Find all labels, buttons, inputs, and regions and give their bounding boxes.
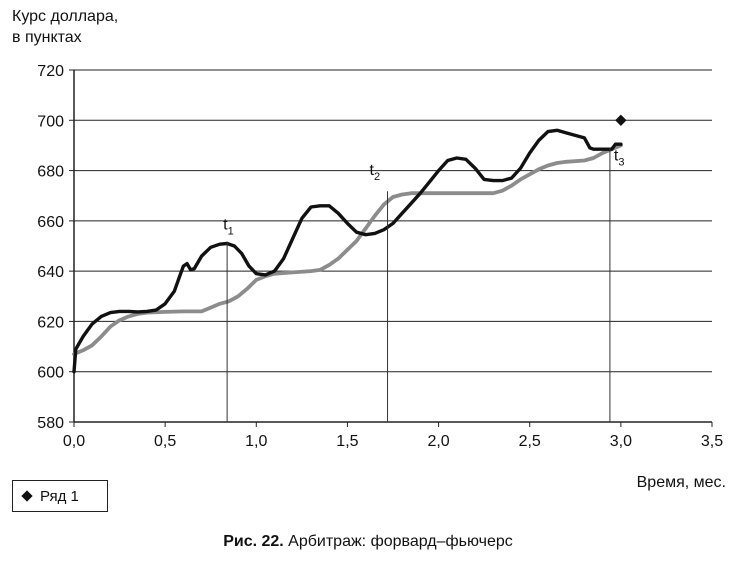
x-tick-label: 3,5 bbox=[701, 433, 723, 450]
series-layer bbox=[72, 128, 623, 374]
x-tick-label: 2,5 bbox=[519, 433, 541, 450]
x-tick-label: 3,0 bbox=[610, 433, 632, 450]
marker-label-t2: t2 bbox=[370, 162, 381, 183]
y-tick-label: 700 bbox=[37, 113, 64, 130]
caption-text: Арбитраж: форвард–фьючерс bbox=[283, 533, 513, 550]
grid-layer bbox=[74, 69, 712, 423]
marker-label-t3: t3 bbox=[614, 147, 625, 168]
marker-label-t1: t1 bbox=[223, 216, 234, 237]
y-tick-label: 660 bbox=[37, 214, 64, 231]
y-tick-label: 720 bbox=[37, 63, 64, 80]
y-tick-label: 600 bbox=[37, 365, 64, 382]
y-tick-label: 640 bbox=[37, 264, 64, 281]
y-axis-title: Курс доллара, в пунктах bbox=[12, 6, 118, 48]
series-line-gray bbox=[72, 143, 623, 356]
series-line-dark bbox=[72, 128, 623, 374]
diamond-icon bbox=[21, 490, 33, 502]
figure-caption: Рис. 22. Арбитраж: форвард–фьючерс bbox=[0, 533, 736, 551]
x-tick-label: 1,0 bbox=[245, 433, 267, 450]
x-tick-label: 0,5 bbox=[154, 433, 176, 450]
y-tick-label: 580 bbox=[37, 415, 64, 432]
caption-prefix: Рис. 22. bbox=[223, 533, 284, 550]
scatter-point-ryad1 bbox=[615, 114, 627, 126]
y-tick-label: 620 bbox=[37, 314, 64, 331]
y-tick-label: 680 bbox=[37, 164, 64, 181]
x-tick-label: 1,5 bbox=[336, 433, 358, 450]
x-tick-label: 2,0 bbox=[427, 433, 449, 450]
x-tick-label: 0,0 bbox=[63, 433, 85, 450]
y-axis-title-line1: Курс доллара, bbox=[12, 8, 119, 25]
x-axis-title: Время, мес. bbox=[636, 474, 726, 491]
legend: Ряд 1 bbox=[12, 480, 108, 512]
y-axis-title-line2: в пунктах bbox=[12, 29, 82, 46]
legend-label: Ряд 1 bbox=[40, 487, 79, 505]
